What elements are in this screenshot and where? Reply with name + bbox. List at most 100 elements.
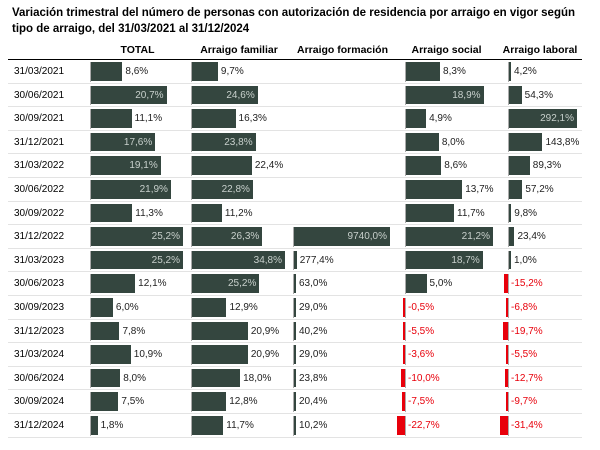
value-label: -9,7% bbox=[511, 396, 538, 408]
value-label: 13,7% bbox=[465, 184, 494, 195]
data-bar bbox=[192, 392, 227, 411]
value-label: 19,1% bbox=[129, 160, 158, 172]
axis-line bbox=[191, 109, 192, 129]
row-line bbox=[8, 247, 582, 249]
value-label: 25,2% bbox=[151, 231, 180, 243]
axis-line bbox=[405, 109, 406, 129]
data-bar bbox=[91, 203, 133, 223]
axis-line bbox=[405, 345, 406, 365]
axis-line bbox=[293, 298, 294, 318]
row-line bbox=[8, 129, 582, 131]
axis-line bbox=[293, 416, 294, 436]
axis-line bbox=[90, 109, 91, 129]
data-bar bbox=[509, 85, 522, 105]
value-label: 8,6% bbox=[444, 160, 468, 172]
axis-line bbox=[508, 132, 509, 153]
value-label: 25,2% bbox=[151, 254, 180, 266]
axis-line bbox=[293, 321, 294, 342]
value-label: 11,7% bbox=[457, 207, 485, 219]
row-date: 31/03/2022 bbox=[14, 160, 65, 172]
value-label: 11,3% bbox=[135, 207, 163, 219]
axis-line bbox=[405, 416, 406, 436]
value-label: 18,0% bbox=[243, 372, 272, 384]
value-label: -6,8% bbox=[511, 302, 538, 313]
axis-line bbox=[90, 250, 91, 271]
data-bar bbox=[192, 62, 218, 81]
value-label: 8,0% bbox=[441, 136, 465, 148]
value-label: 8,0% bbox=[123, 372, 146, 384]
data-bar bbox=[504, 368, 508, 388]
data-bar bbox=[192, 85, 258, 105]
data-bar bbox=[509, 250, 511, 270]
axis-line bbox=[405, 132, 406, 153]
axis-line bbox=[293, 250, 294, 271]
axis-line bbox=[191, 62, 192, 82]
axis-line bbox=[191, 203, 192, 224]
axis-line bbox=[293, 392, 294, 412]
value-label: -19,7% bbox=[511, 325, 543, 337]
data-bar bbox=[192, 180, 253, 199]
row-date: 30/09/2024 bbox=[14, 396, 65, 408]
data-bar bbox=[509, 203, 512, 223]
row-line bbox=[8, 200, 582, 202]
value-label: -7,5% bbox=[408, 396, 435, 408]
data-bar bbox=[192, 250, 285, 270]
value-label: 22,4% bbox=[254, 160, 284, 172]
data-bar bbox=[91, 416, 98, 435]
data-bar bbox=[294, 416, 296, 435]
row-date: 30/06/2023 bbox=[14, 278, 65, 290]
axis-line bbox=[90, 62, 91, 82]
data-bar bbox=[91, 227, 183, 246]
data-bar bbox=[192, 227, 263, 246]
axis-line bbox=[405, 156, 406, 176]
data-bar bbox=[192, 156, 252, 175]
data-bar bbox=[294, 368, 296, 388]
axis-line bbox=[191, 132, 192, 153]
value-label: 11,2% bbox=[224, 207, 253, 219]
column-header: Arraigo social bbox=[411, 44, 482, 56]
axis-line bbox=[508, 345, 509, 365]
data-bar bbox=[192, 345, 248, 364]
value-label: -5,5% bbox=[511, 349, 538, 361]
axis-line bbox=[405, 85, 406, 106]
axis-line bbox=[90, 298, 91, 318]
value-label: 4,9% bbox=[429, 113, 452, 125]
axis-line bbox=[405, 250, 406, 271]
value-label: 7,8% bbox=[122, 325, 146, 337]
axis-line bbox=[508, 62, 509, 82]
column-header: Arraigo formación bbox=[296, 44, 388, 56]
column-header: Arraigo familiar bbox=[200, 44, 278, 56]
row-date: 31/03/2021 bbox=[14, 66, 65, 77]
axis-line bbox=[405, 392, 406, 412]
data-bar bbox=[397, 416, 405, 435]
axis-line bbox=[405, 62, 406, 82]
row-line bbox=[8, 436, 582, 438]
data-bar bbox=[91, 132, 156, 152]
value-label: 17,6% bbox=[123, 136, 153, 148]
value-label: -22,7% bbox=[408, 420, 440, 431]
axis-line bbox=[90, 156, 91, 176]
value-label: 89,3% bbox=[532, 160, 562, 172]
row-date: 31/03/2023 bbox=[14, 254, 65, 266]
value-label: 1,8% bbox=[100, 420, 124, 431]
axis-line bbox=[191, 368, 192, 389]
value-label: 1,0% bbox=[514, 254, 537, 266]
axis-line bbox=[508, 180, 509, 200]
value-label: 12,8% bbox=[229, 396, 258, 408]
axis-line bbox=[508, 368, 509, 389]
row-line bbox=[8, 82, 582, 84]
value-label: 23,8% bbox=[299, 372, 328, 384]
data-bar bbox=[294, 250, 297, 270]
data-bar bbox=[509, 132, 543, 152]
table-title: Variación trimestral del número de perso… bbox=[12, 7, 576, 35]
value-label: 57,2% bbox=[525, 184, 554, 195]
data-bar bbox=[192, 321, 248, 341]
data-bar bbox=[91, 109, 132, 128]
axis-line bbox=[191, 298, 192, 318]
value-label: 18,9% bbox=[452, 89, 481, 101]
axis-line bbox=[508, 203, 509, 224]
axis-line bbox=[508, 250, 509, 271]
data-bar bbox=[406, 62, 441, 81]
value-label: 25,2% bbox=[227, 278, 257, 290]
value-label: 29,0% bbox=[299, 302, 328, 313]
